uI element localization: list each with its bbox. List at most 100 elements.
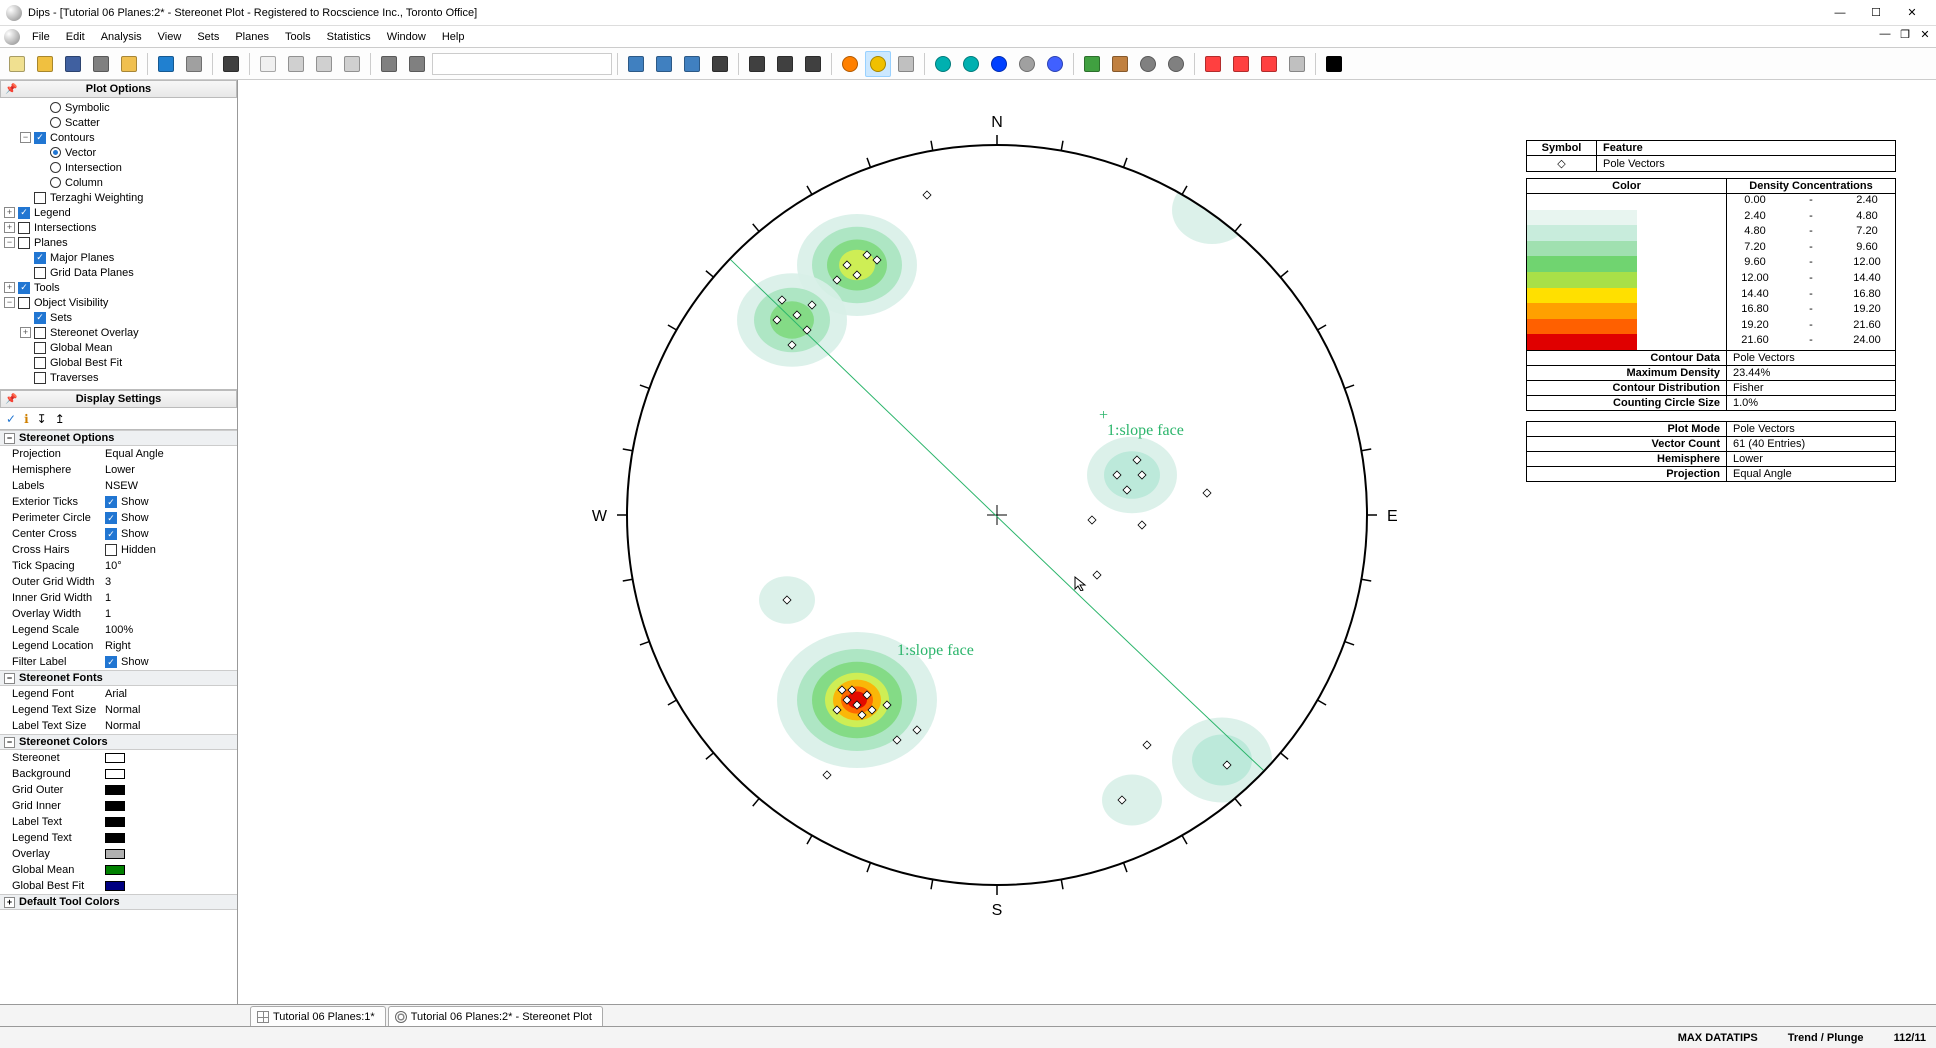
tree-symbolic[interactable]: Symbolic <box>0 100 237 115</box>
menu-analysis[interactable]: Analysis <box>93 29 150 45</box>
filter-icon[interactable] <box>376 51 402 77</box>
prop-cross-hairs[interactable]: Cross HairsHidden <box>0 542 237 558</box>
app-icon <box>6 5 22 21</box>
tree-global-mean[interactable]: Global Mean <box>0 340 237 355</box>
tree-global-best-fit[interactable]: Global Best Fit <box>0 355 237 370</box>
prop-legend-text-size[interactable]: Legend Text SizeNormal <box>0 702 237 718</box>
prop-label-text-size[interactable]: Label Text SizeNormal <box>0 718 237 734</box>
tree-planes[interactable]: −Planes <box>0 235 237 250</box>
prop-label-text[interactable]: Label Text <box>0 814 237 830</box>
menu-tools[interactable]: Tools <box>277 29 319 45</box>
filter2-icon[interactable] <box>404 51 430 77</box>
prop-stereonet[interactable]: Stereonet <box>0 750 237 766</box>
legend-panel: SymbolFeature◇Pole VectorsColorDensity C… <box>1526 140 1896 482</box>
prop-legend-text[interactable]: Legend Text <box>0 830 237 846</box>
menu-view[interactable]: View <box>150 29 190 45</box>
tree-intersections[interactable]: +Intersections <box>0 220 237 235</box>
prop-center-cross[interactable]: Center Cross✓Show <box>0 526 237 542</box>
monitor-icon[interactable] <box>218 51 244 77</box>
prop-outer-grid-width[interactable]: Outer Grid Width3 <box>0 574 237 590</box>
new-icon[interactable] <box>4 51 30 77</box>
menu-help[interactable]: Help <box>434 29 473 45</box>
menu-planes[interactable]: Planes <box>227 29 277 45</box>
open-icon[interactable] <box>32 51 58 77</box>
import-icon[interactable]: ↧ <box>37 412 47 426</box>
svg-text:N: N <box>991 114 1003 131</box>
stereonet-svg: NSEW+1:slope face1:slope face <box>547 65 1447 965</box>
prop-overlay-width[interactable]: Overlay Width1 <box>0 606 237 622</box>
tree-stereonet-overlay[interactable]: +Stereonet Overlay <box>0 325 237 340</box>
prop-inner-grid-width[interactable]: Inner Grid Width1 <box>0 590 237 606</box>
menu-file[interactable]: File <box>24 29 58 45</box>
tree-major-planes[interactable]: ✓Major Planes <box>0 250 237 265</box>
tree-contours[interactable]: −✓Contours <box>0 130 237 145</box>
svg-text:E: E <box>1387 508 1398 525</box>
display-settings-properties[interactable]: −Stereonet OptionsProjectionEqual AngleH… <box>0 430 237 1004</box>
prop-global-best-fit[interactable]: Global Best Fit <box>0 878 237 894</box>
prop-legend-location[interactable]: Legend LocationRight <box>0 638 237 654</box>
stereonet-plot-area[interactable]: NSEW+1:slope face1:slope face SymbolFeat… <box>238 80 1936 1004</box>
mdi-close-button[interactable]: ✕ <box>1918 28 1932 41</box>
menu-bar: FileEditAnalysisViewSetsPlanesToolsStati… <box>0 26 1936 48</box>
menu-window[interactable]: Window <box>379 29 434 45</box>
undo-icon[interactable] <box>153 51 179 77</box>
svg-text:1:slope face: 1:slope face <box>1107 422 1184 439</box>
tree-tools[interactable]: +✓Tools <box>0 280 237 295</box>
prop-background[interactable]: Background <box>0 766 237 782</box>
prop-labels[interactable]: LabelsNSEW <box>0 478 237 494</box>
mdi-restore-button[interactable]: ❐ <box>1898 28 1912 41</box>
plot-options-header: 📌Plot Options <box>0 80 237 98</box>
pointer-icon[interactable] <box>255 51 281 77</box>
tab-plot[interactable]: Tutorial 06 Planes:2* - Stereonet Plot <box>388 1006 603 1026</box>
document-tabs: Tutorial 06 Planes:1*Tutorial 06 Planes:… <box>0 1004 1936 1026</box>
plot-options-tree[interactable]: SymbolicScatter−✓ContoursVectorIntersect… <box>0 98 237 390</box>
tree-scatter[interactable]: Scatter <box>0 115 237 130</box>
mdi-minimize-button[interactable]: — <box>1878 28 1892 41</box>
prop-hemisphere[interactable]: HemisphereLower <box>0 462 237 478</box>
menu-statistics[interactable]: Statistics <box>319 29 379 45</box>
prop-legend-scale[interactable]: Legend Scale100% <box>0 622 237 638</box>
status-coord: 112/11 <box>1894 1032 1926 1044</box>
info-icon[interactable]: ℹ <box>24 412 29 426</box>
prop-legend-font[interactable]: Legend FontArial <box>0 686 237 702</box>
tree-intersection[interactable]: Intersection <box>0 160 237 175</box>
report-icon[interactable] <box>283 51 309 77</box>
title-bar: Dips - [Tutorial 06 Planes:2* - Stereone… <box>0 0 1936 26</box>
menu-edit[interactable]: Edit <box>58 29 93 45</box>
close-button[interactable]: ✕ <box>1894 2 1930 24</box>
check-icon[interactable]: ✓ <box>6 412 16 426</box>
prop-grid-outer[interactable]: Grid Outer <box>0 782 237 798</box>
prop-grid-inner[interactable]: Grid Inner <box>0 798 237 814</box>
tree-sets[interactable]: ✓Sets <box>0 310 237 325</box>
tree-terzaghi[interactable]: Terzaghi Weighting <box>0 190 237 205</box>
svg-text:W: W <box>592 508 608 525</box>
save-icon[interactable] <box>60 51 86 77</box>
tree-traverses[interactable]: Traverses <box>0 370 237 385</box>
prop-tick-spacing[interactable]: Tick Spacing10° <box>0 558 237 574</box>
tree-legend[interactable]: +✓Legend <box>0 205 237 220</box>
tab-grid[interactable]: Tutorial 06 Planes:1* <box>250 1006 386 1026</box>
prop-global-mean[interactable]: Global Mean <box>0 862 237 878</box>
tree-vector[interactable]: Vector <box>0 145 237 160</box>
minimize-button[interactable]: — <box>1822 2 1858 24</box>
prop-perimeter-circle[interactable]: Perimeter Circle✓Show <box>0 510 237 526</box>
prop-overlay[interactable]: Overlay <box>0 846 237 862</box>
export-icon[interactable]: ↥ <box>55 412 65 426</box>
copy-icon[interactable] <box>116 51 142 77</box>
left-panel: 📌Plot Options SymbolicScatter−✓ContoursV… <box>0 80 238 1004</box>
maximize-button[interactable]: ☐ <box>1858 2 1894 24</box>
cursor-icon <box>1073 575 1089 591</box>
print-icon[interactable] <box>88 51 114 77</box>
display-settings-toolbar: ✓ ℹ ↧ ↥ <box>0 408 237 430</box>
menu-sets[interactable]: Sets <box>189 29 227 45</box>
tree-object-visibility[interactable]: −Object Visibility <box>0 295 237 310</box>
tree-column[interactable]: Column <box>0 175 237 190</box>
props-icon[interactable] <box>311 51 337 77</box>
layers-icon[interactable] <box>339 51 365 77</box>
prop-projection[interactable]: ProjectionEqual Angle <box>0 446 237 462</box>
redo-icon[interactable] <box>181 51 207 77</box>
tree-grid-data-planes[interactable]: Grid Data Planes <box>0 265 237 280</box>
prop-filter-label[interactable]: Filter Label✓Show <box>0 654 237 670</box>
prop-exterior-ticks[interactable]: Exterior Ticks✓Show <box>0 494 237 510</box>
doc-icon <box>4 29 20 45</box>
